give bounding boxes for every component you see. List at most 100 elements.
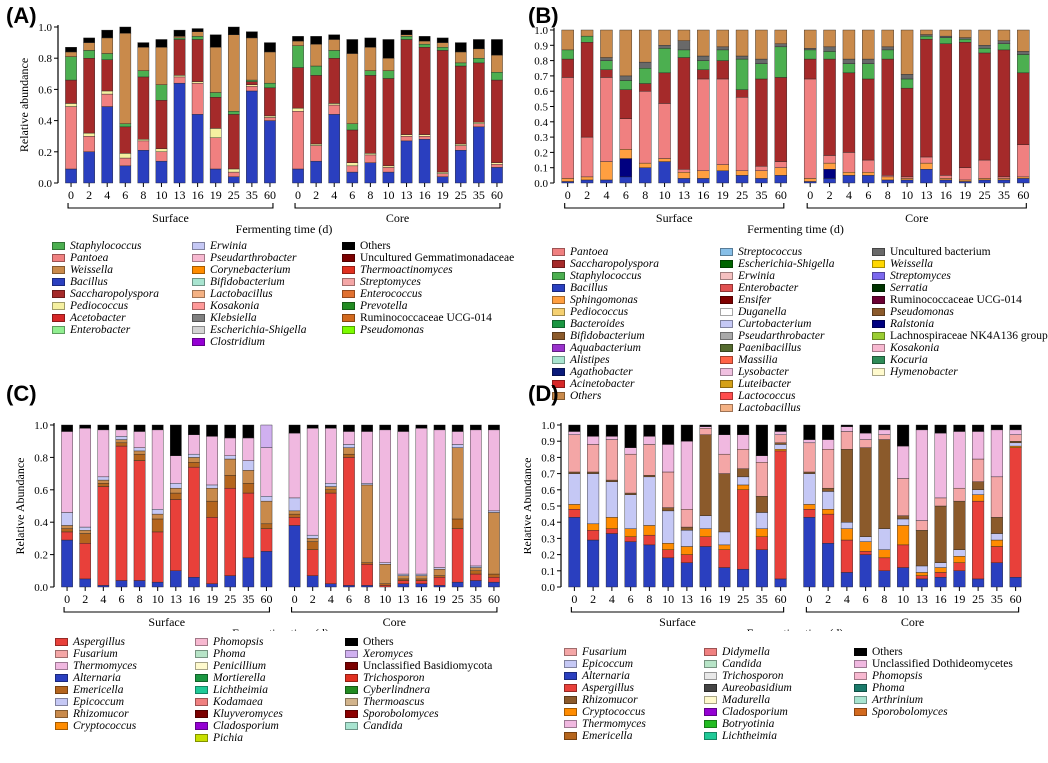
legend-swatch (704, 672, 717, 680)
bar-segment (822, 509, 835, 515)
bar-segment (227, 111, 240, 115)
x-axis-label: Fermenting time (d) (232, 626, 329, 631)
bar-segment (343, 447, 355, 455)
bar-segment (224, 437, 237, 456)
legend-label: Candida (722, 658, 762, 670)
bar-segment (643, 476, 656, 526)
bar-segment (699, 434, 712, 516)
bar-segment (619, 80, 633, 90)
bar-segment (697, 29, 710, 57)
chart-panel-b: 0.0 0.1 0.2 0.3 0.4 0.5 0.6 0.7 0.8 0.9 1.0 Relativ… (524, 25, 1030, 236)
bar-segment (155, 39, 168, 48)
bar-segment (173, 36, 186, 39)
bar-segment (972, 578, 985, 588)
y-tick-label: 0.6 (38, 84, 52, 96)
legend-label: Uncultured Gemmatimonadaceae (360, 252, 515, 264)
bar-segment (842, 29, 856, 60)
legend-item: Others (345, 636, 492, 648)
x-tick-label: 60 (1010, 592, 1022, 606)
legend-swatch (55, 710, 68, 718)
bar-segment (173, 76, 186, 84)
bar-segment (934, 577, 947, 588)
legend-swatch (192, 302, 205, 310)
bar-segment (774, 175, 788, 184)
bar-segment (133, 424, 146, 432)
bar-segment (1009, 442, 1022, 447)
bar-segment (716, 46, 729, 51)
legend-swatch (55, 698, 68, 706)
bar-segment (716, 78, 729, 165)
x-tick-label: 4 (328, 592, 334, 606)
bar-segment (915, 424, 928, 431)
bar-segment (292, 111, 304, 170)
legend-item: Fusarium (55, 648, 137, 660)
bar-segment (115, 442, 128, 447)
bar-segment (774, 578, 787, 588)
bar-segment (397, 575, 410, 580)
bar-segment (61, 431, 73, 513)
legend-swatch (345, 662, 358, 670)
bar-segment (454, 143, 467, 146)
legend-item: Clostridium (192, 336, 306, 348)
legend-item: Streptomyces (872, 270, 1048, 282)
bar-segment (343, 585, 355, 588)
bar-segment (823, 58, 836, 156)
legend-swatch (342, 254, 355, 262)
bar-segment (915, 572, 928, 576)
legend-swatch (195, 686, 208, 694)
x-tick-label: 19 (718, 592, 730, 606)
y-axis-label: Relative abundance (17, 58, 31, 152)
bar-segment (101, 93, 114, 107)
bar-segment (451, 431, 464, 445)
bar-segment (433, 429, 446, 568)
legend-swatch (872, 260, 885, 268)
legend-swatch (52, 290, 65, 298)
bar-segment (260, 496, 273, 502)
legend-item: Streptococcus (720, 246, 834, 258)
bar-segment (568, 434, 581, 473)
bar-segment (881, 46, 894, 51)
legend-item: Phoma (195, 648, 283, 660)
legend-swatch (345, 698, 358, 706)
bar-segment (958, 167, 972, 181)
group-label: Core (386, 211, 409, 225)
bar-segment (920, 38, 933, 158)
bar-segment (822, 449, 835, 489)
bar-segment (859, 541, 872, 552)
bar-segment (260, 528, 273, 552)
group-bracket (67, 203, 274, 209)
legend-label: Lactococcus (738, 390, 796, 402)
bar-segment (115, 580, 128, 588)
legend-item: Weissella (872, 258, 1048, 270)
bar-segment (662, 507, 675, 512)
bar-segment (324, 492, 337, 584)
legend-label: Emericella (73, 684, 124, 696)
bar-segment (310, 36, 322, 45)
bar-segment (580, 42, 594, 138)
bar-segment (803, 78, 817, 179)
legend-item: Rhizomucor (564, 694, 646, 706)
bar-segment (119, 123, 132, 128)
bar-segment (324, 583, 337, 588)
bar-segment (774, 444, 787, 450)
x-tick-label: 25 (224, 592, 236, 606)
legend-item: Kocuria (872, 354, 1048, 366)
bar-segment (1017, 29, 1030, 52)
bar-segment (915, 565, 928, 573)
bar-segment (900, 74, 914, 80)
legend-label: Alternaria (582, 670, 630, 682)
bar-segment (677, 57, 691, 170)
legend-column: Others Unclassified Dothideomycetes Phomop… (854, 646, 1013, 718)
bar-segment (491, 164, 503, 168)
bar-segment (699, 426, 712, 429)
legend-item: Weissella (52, 264, 159, 276)
group-label: Core (905, 211, 928, 225)
bar-segment (79, 530, 92, 534)
bar-segment (324, 483, 337, 487)
y-tick-label: 0.8 (34, 452, 48, 464)
bar-segment (469, 580, 482, 588)
bar-segment (803, 504, 816, 510)
bar-segment (382, 165, 395, 168)
bar-segment (488, 581, 500, 588)
bar-segment (619, 29, 633, 77)
